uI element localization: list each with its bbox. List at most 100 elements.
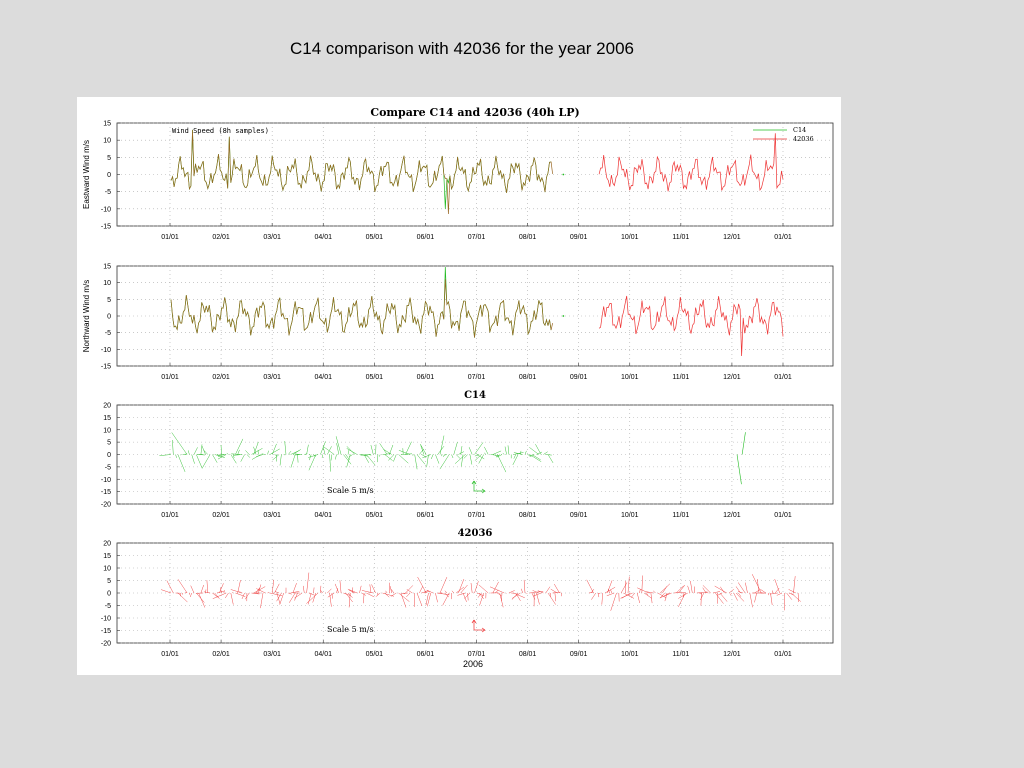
wind-vector (231, 453, 241, 455)
wind-vector (232, 592, 234, 594)
wind-vector (203, 591, 211, 594)
x-tick-label: 01/01 (161, 374, 179, 381)
wind-vector (400, 592, 407, 608)
wind-vector (359, 585, 362, 594)
wind-vector (290, 591, 300, 594)
wind-vector (676, 585, 684, 594)
wind-vector (348, 454, 353, 458)
wind-vector (416, 454, 426, 465)
x-tick-label: 06/01 (417, 512, 435, 519)
wind-vector (223, 590, 225, 594)
wind-vector (419, 449, 424, 455)
wind-vector (336, 588, 338, 594)
wind-vector (200, 444, 203, 455)
series-line-42036 (170, 279, 553, 338)
wind-vector (497, 454, 507, 473)
wind-vector (220, 444, 222, 455)
wind-vector (200, 584, 204, 594)
wind-vector (444, 592, 450, 598)
x-tick-label: 02/01 (212, 512, 230, 519)
wind-vector (770, 592, 773, 606)
wind-vector (212, 454, 218, 463)
series-line-42036 (598, 133, 784, 192)
wind-vector (591, 592, 596, 600)
wind-vector (212, 592, 220, 599)
wind-vector (426, 454, 429, 468)
wind-vector (216, 454, 222, 457)
wind-vector (276, 454, 278, 462)
y-tick-label: 5 (107, 155, 111, 162)
wind-vector (607, 580, 613, 594)
wind-vector (529, 447, 539, 455)
wind-vector (323, 446, 335, 455)
wind-vector (719, 592, 728, 602)
wind-vector (673, 592, 682, 594)
wind-vector (258, 584, 262, 594)
wind-vector (458, 579, 465, 594)
wind-vector (545, 586, 551, 594)
wind-vector (469, 454, 473, 465)
wind-vector (547, 592, 556, 605)
wind-vector (294, 454, 303, 456)
x-tick-label: 09/01 (570, 512, 588, 519)
wind-vector (532, 590, 539, 594)
wind-vector (398, 592, 410, 602)
x-tick-label: 07/01 (468, 234, 486, 241)
y-tick-label: 20 (103, 403, 111, 410)
wind-vector (478, 584, 489, 594)
y-tick-label: -20 (101, 641, 111, 648)
wind-vector (198, 592, 206, 608)
wind-vector (246, 454, 251, 458)
x-tick-label: 05/01 (366, 234, 384, 241)
wind-vector (439, 577, 448, 594)
wind-vector (620, 592, 633, 599)
wind-vector (623, 592, 635, 599)
series-line-42036 (598, 295, 784, 357)
wind-vector (606, 592, 615, 597)
y-tick-label: 15 (103, 121, 111, 128)
wind-vector (363, 592, 365, 604)
x-tick-label: 11/01 (672, 374, 689, 381)
wind-vector (191, 454, 195, 464)
wind-vector (405, 585, 414, 594)
wind-vector (426, 589, 434, 594)
wind-vector (398, 454, 409, 464)
wind-vector (177, 592, 188, 603)
wind-vector (289, 592, 296, 603)
wind-vector (733, 592, 738, 601)
y-tick-label: 10 (103, 280, 111, 287)
wind-vector (331, 592, 333, 599)
wind-vector (279, 592, 284, 605)
wind-vector (451, 590, 454, 594)
wind-vector (230, 592, 234, 605)
wind-vector (235, 438, 244, 455)
wind-vector (496, 454, 500, 457)
wind-vector (443, 454, 445, 458)
wind-vector (463, 454, 468, 459)
wind-vector (550, 588, 558, 594)
charts-svg: 15 10 5 0 -5 -10 -15 01/01 02/01 03/01 04/01 05/01 0… (82, 106, 834, 669)
wind-vector (421, 590, 429, 594)
wind-vector (312, 592, 317, 603)
wind-vector (217, 454, 224, 457)
series-point (562, 315, 565, 317)
y-tick-label: -5 (105, 464, 111, 471)
x-tick-label: 03/01 (263, 651, 281, 658)
wind-vector (251, 592, 260, 595)
wind-vector (643, 592, 652, 599)
wind-vector (533, 592, 542, 597)
wind-vector (214, 592, 219, 598)
wind-vector (664, 592, 668, 602)
wind-vector (302, 585, 305, 594)
wind-vector (294, 592, 298, 601)
wind-vector (348, 589, 355, 594)
wind-vector (419, 586, 424, 594)
wind-vector (390, 588, 395, 594)
wind-vector (292, 449, 301, 455)
wind-vector (728, 589, 734, 594)
wind-vector (383, 449, 392, 455)
scale-arrow-head (471, 619, 477, 624)
wind-vector (288, 450, 292, 455)
y-tick-label: 10 (103, 566, 111, 573)
wind-vector (294, 592, 303, 599)
